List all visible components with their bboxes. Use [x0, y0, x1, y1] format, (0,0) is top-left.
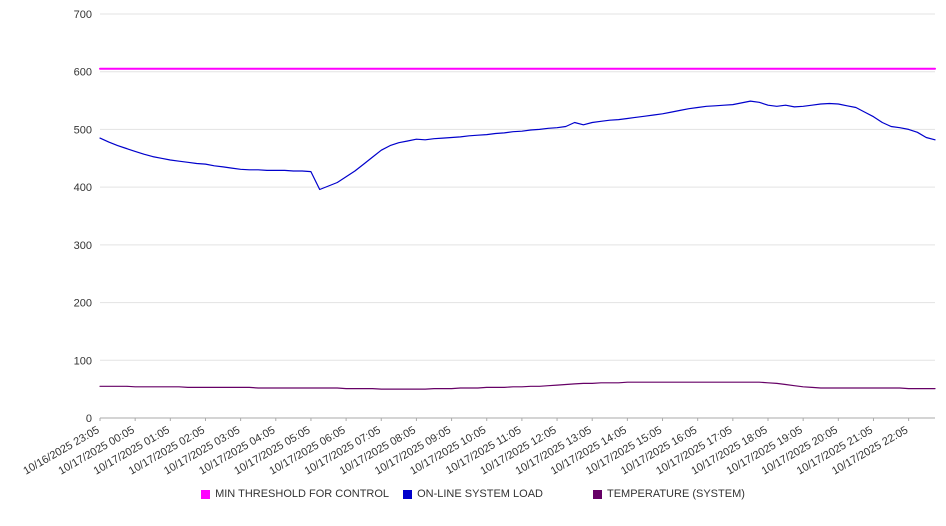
legend-label: TEMPERATURE (SYSTEM) [606, 488, 745, 500]
y-axis-label: 500 [74, 124, 92, 136]
legend-label: MIN THRESHOLD FOR CONTROL [215, 488, 390, 500]
legend-item: ON-LINE SYSTEM LOAD [403, 488, 543, 500]
y-axis-label: 200 [74, 298, 92, 310]
legend-item: MIN THRESHOLD FOR CONTROL [201, 488, 389, 500]
y-axis-label: 600 [74, 67, 92, 79]
y-axis-label: 300 [74, 240, 92, 252]
y-axis-label: 400 [74, 182, 92, 194]
legend-swatch-icon [592, 489, 602, 499]
series-temperature-system- [99, 381, 936, 390]
y-axis-label: 0 [86, 413, 92, 425]
legend-item: TEMPERATURE (SYSTEM) [592, 488, 745, 500]
legend-swatch-icon [403, 489, 413, 499]
legend-label: ON-LINE SYSTEM LOAD [417, 488, 543, 500]
legend-swatch-icon [201, 489, 211, 499]
series-on-line-system-load [99, 100, 936, 191]
chart-legend: MIN THRESHOLD FOR CONTROL ON-LINE SYSTEM … [0, 488, 946, 500]
y-axis-label: 100 [74, 355, 92, 367]
y-axis-label: 700 [74, 9, 92, 21]
